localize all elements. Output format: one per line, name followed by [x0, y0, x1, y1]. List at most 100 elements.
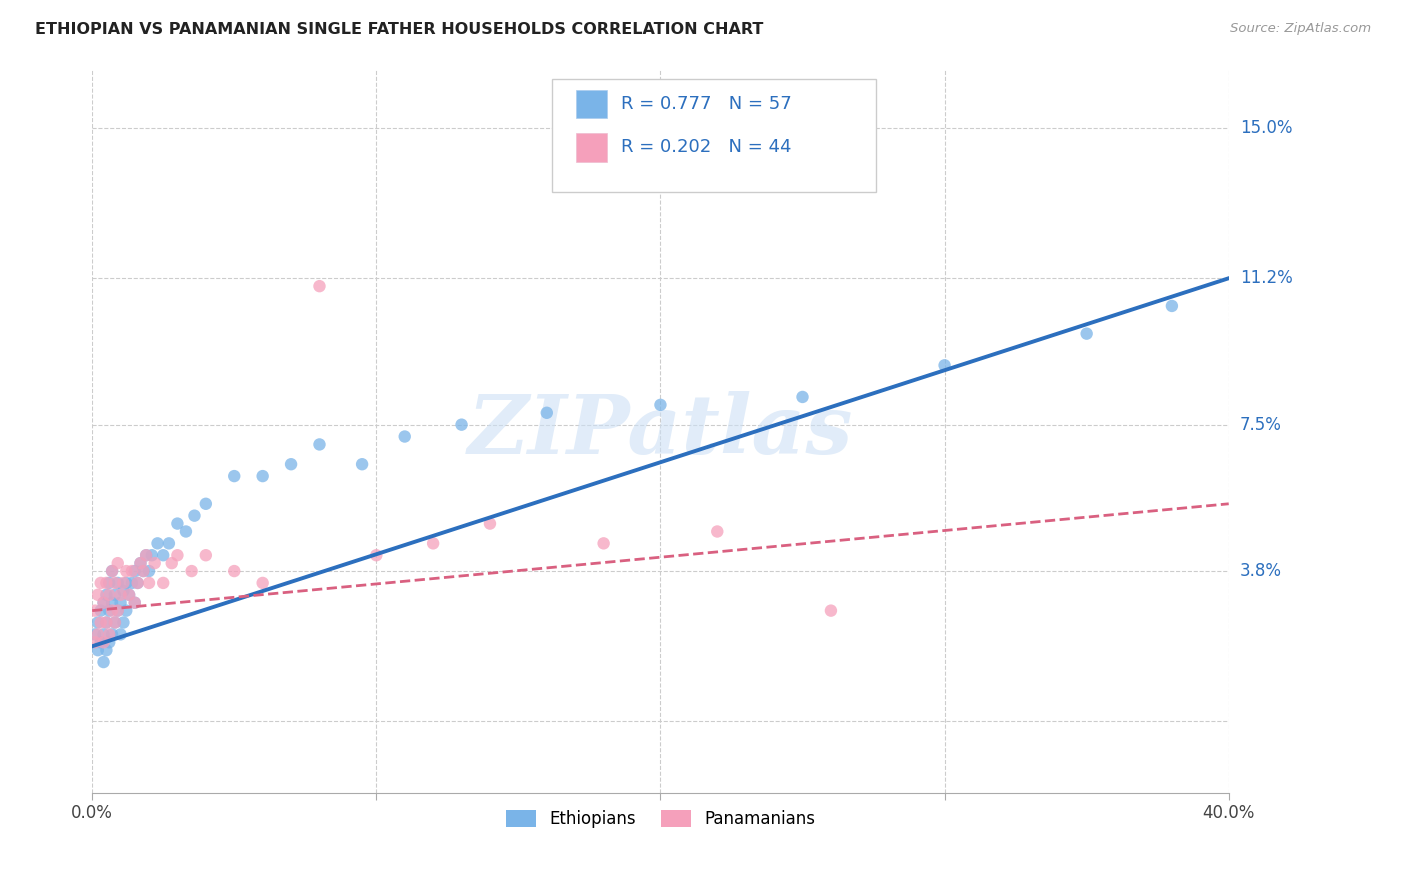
- Text: 15.0%: 15.0%: [1240, 119, 1292, 136]
- Point: [1076, 326, 1098, 341]
- Point: [132, 564, 155, 578]
- Point: [224, 564, 246, 578]
- Point: [127, 576, 149, 591]
- Point: [157, 536, 180, 550]
- Point: [224, 469, 246, 483]
- Point: [93, 627, 115, 641]
- Point: [308, 279, 330, 293]
- Point: [450, 417, 472, 432]
- Point: [107, 604, 129, 618]
- Point: [107, 604, 129, 618]
- Point: [129, 556, 152, 570]
- FancyBboxPatch shape: [553, 79, 876, 192]
- Point: [112, 583, 135, 598]
- Point: [124, 564, 146, 578]
- Point: [141, 548, 163, 562]
- Point: [98, 635, 121, 649]
- Point: [146, 536, 169, 550]
- Text: R = 0.202   N = 44: R = 0.202 N = 44: [620, 138, 792, 156]
- Point: [110, 588, 132, 602]
- Point: [101, 564, 124, 578]
- Point: [93, 635, 115, 649]
- Point: [115, 604, 138, 618]
- Point: [93, 596, 115, 610]
- Point: [352, 457, 374, 471]
- Point: [101, 564, 124, 578]
- Point: [98, 588, 121, 602]
- Point: [536, 406, 558, 420]
- Point: [118, 588, 141, 602]
- Point: [308, 437, 330, 451]
- Point: [129, 556, 152, 570]
- Text: 7.5%: 7.5%: [1240, 416, 1282, 434]
- Point: [135, 548, 157, 562]
- Point: [104, 576, 127, 591]
- Point: [96, 615, 118, 630]
- Point: [101, 604, 124, 618]
- Point: [280, 457, 302, 471]
- Point: [132, 564, 155, 578]
- Point: [87, 615, 110, 630]
- Point: [366, 548, 388, 562]
- Point: [121, 564, 143, 578]
- Point: [93, 655, 115, 669]
- Point: [87, 643, 110, 657]
- Text: Source: ZipAtlas.com: Source: ZipAtlas.com: [1230, 22, 1371, 36]
- Point: [118, 588, 141, 602]
- Point: [112, 576, 135, 591]
- Point: [96, 576, 118, 591]
- Point: [104, 615, 127, 630]
- Point: [121, 576, 143, 591]
- Point: [592, 536, 614, 550]
- Point: [96, 588, 118, 602]
- Point: [98, 576, 121, 591]
- Point: [706, 524, 728, 539]
- Point: [87, 627, 110, 641]
- Point: [98, 604, 121, 618]
- Point: [96, 643, 118, 657]
- Point: [112, 615, 135, 630]
- Point: [160, 556, 183, 570]
- Point: [110, 627, 132, 641]
- Point: [101, 596, 124, 610]
- Point: [115, 564, 138, 578]
- Point: [152, 576, 174, 591]
- Point: [90, 615, 112, 630]
- Point: [394, 429, 416, 443]
- Point: [166, 516, 188, 531]
- Point: [650, 398, 672, 412]
- Point: [820, 604, 842, 618]
- Legend: Ethiopians, Panamanians: Ethiopians, Panamanians: [499, 804, 821, 835]
- Point: [90, 635, 112, 649]
- Point: [152, 548, 174, 562]
- Point: [792, 390, 814, 404]
- Point: [180, 564, 202, 578]
- Text: 11.2%: 11.2%: [1240, 269, 1292, 287]
- FancyBboxPatch shape: [576, 133, 607, 162]
- Point: [143, 556, 166, 570]
- Text: 3.8%: 3.8%: [1240, 562, 1282, 580]
- Text: ETHIOPIAN VS PANAMANIAN SINGLE FATHER HOUSEHOLDS CORRELATION CHART: ETHIOPIAN VS PANAMANIAN SINGLE FATHER HO…: [35, 22, 763, 37]
- Point: [87, 588, 110, 602]
- Point: [138, 576, 160, 591]
- Point: [84, 627, 107, 641]
- Point: [84, 604, 107, 618]
- Point: [124, 596, 146, 610]
- Point: [107, 576, 129, 591]
- Point: [93, 596, 115, 610]
- Point: [252, 469, 274, 483]
- FancyBboxPatch shape: [576, 89, 607, 119]
- Point: [422, 536, 444, 550]
- Point: [98, 627, 121, 641]
- Point: [174, 524, 197, 539]
- Point: [90, 604, 112, 618]
- Point: [194, 548, 217, 562]
- Point: [478, 516, 501, 531]
- Point: [934, 359, 956, 373]
- Text: ZIPatlas: ZIPatlas: [468, 391, 853, 471]
- Point: [194, 497, 217, 511]
- Point: [84, 635, 107, 649]
- Point: [96, 615, 118, 630]
- Text: R = 0.777   N = 57: R = 0.777 N = 57: [620, 95, 792, 113]
- Point: [135, 548, 157, 562]
